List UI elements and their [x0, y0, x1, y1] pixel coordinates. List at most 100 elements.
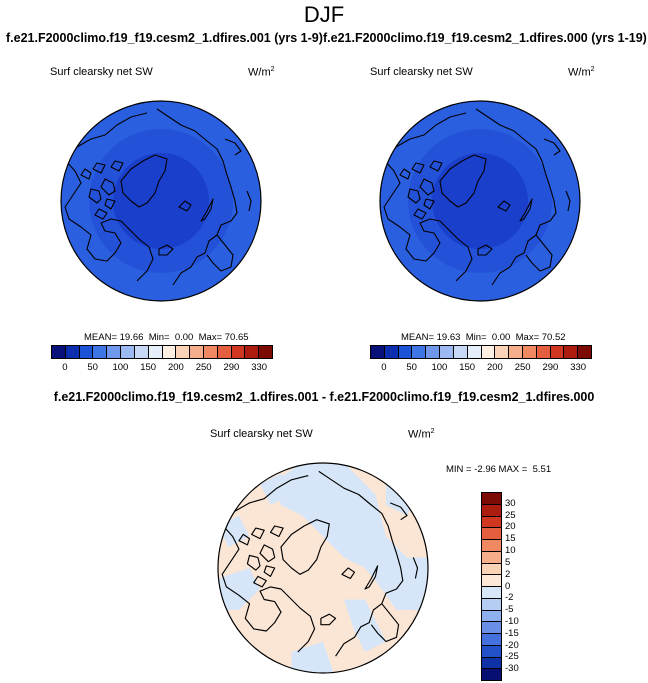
colorbar-swatch	[371, 346, 385, 358]
colorbar-swatch	[134, 346, 149, 358]
colorbar-swatch	[467, 346, 482, 358]
colorbar-swatch	[482, 540, 501, 552]
colorbar-tick-label: 150	[140, 362, 157, 373]
colorbar-tick-label: 200	[167, 362, 184, 373]
colorbar-swatch	[482, 598, 501, 611]
colorbar-tick-label: 25	[505, 509, 516, 521]
colorbar-tick-label: -15	[505, 627, 519, 639]
colorbar-swatch	[482, 645, 501, 658]
units-label-diff: W/m2	[408, 428, 435, 441]
colorbar-swatch	[107, 346, 122, 358]
colorbar-swatch	[217, 346, 232, 358]
colorbar-swatch	[453, 346, 468, 358]
units-label-left: W/m2	[248, 66, 275, 79]
colorbar-swatch	[482, 528, 501, 540]
colorbar-swatch	[52, 346, 66, 358]
units-label-right: W/m2	[568, 66, 595, 79]
colorbar-tick-label: -5	[505, 604, 514, 616]
colorbar-swatch	[482, 669, 501, 680]
polar-map-diff	[217, 462, 429, 674]
stats-right: MEAN= 19.63 Min= 0.00 Max= 70.52	[401, 332, 566, 343]
colorbar-swatch	[121, 346, 135, 358]
colorbar-tick-label: 200	[486, 362, 503, 373]
colorbar-swatch	[440, 346, 454, 358]
colorbar-swatch	[426, 346, 441, 358]
colorbar-ticks-diff: 30 25 20 15 10 5 2 0 -2 -5 -10 -15 -20 -25 -30	[505, 492, 545, 681]
colorbar-swatch	[93, 346, 108, 358]
colorbar-tick-label: 30	[505, 497, 516, 509]
colorbar-swatch	[384, 346, 399, 358]
colorbar-tick-label: -20	[505, 639, 519, 651]
colorbar-swatch	[203, 346, 218, 358]
colorbar-tick-label: 2	[505, 568, 511, 580]
colorbar-left	[51, 345, 273, 359]
colorbar-swatch	[482, 634, 501, 646]
colorbar-swatch	[495, 346, 510, 358]
colorbar-tick-label: 150	[459, 362, 476, 373]
variable-label-diff: Surf clearsky net SW	[210, 428, 313, 440]
colorbar-swatch	[482, 610, 501, 623]
colorbar-tick-label: -10	[505, 615, 519, 627]
colorbar-swatch	[481, 346, 496, 358]
case-title-left: f.e21.F2000climo.f19_f19.cesm2_1.dfires.…	[6, 31, 323, 45]
colorbar-tick-label: 15	[505, 533, 516, 545]
season-title: DJF	[303, 2, 345, 27]
colorbar-swatch	[162, 346, 177, 358]
colorbar-tick-label: 250	[195, 362, 212, 373]
colorbar-swatch	[482, 504, 501, 517]
colorbar-swatch	[79, 346, 94, 358]
variable-label-left: Surf clearsky net SW	[50, 66, 153, 78]
colorbar-tick-label: 50	[87, 362, 98, 373]
colorbar-tick-label: 0	[505, 580, 511, 592]
colorbar-swatch	[482, 575, 501, 587]
colorbar-swatch	[482, 563, 501, 576]
colorbar-tick-label: 330	[251, 362, 268, 373]
colorbar-swatch	[259, 346, 272, 358]
colorbar-swatch	[190, 346, 204, 358]
colorbar-right	[370, 345, 592, 359]
colorbar-swatch	[176, 346, 191, 358]
colorbar-swatch	[148, 346, 163, 358]
colorbar-tick-label: 290	[223, 362, 240, 373]
map-polar-core	[432, 153, 528, 249]
colorbar-swatch	[482, 493, 501, 505]
colorbar-swatch	[65, 346, 80, 358]
polar-map-left	[60, 100, 262, 302]
colorbar-ticks-right: 0 50 100 150 200 250 290 330	[370, 362, 592, 376]
colorbar-swatch	[482, 516, 501, 529]
colorbar-swatch	[482, 551, 501, 564]
colorbar-swatch	[398, 346, 413, 358]
stats-diff: MIN = -2.96 MAX = 5.51	[446, 464, 552, 475]
colorbar-tick-label: 5	[505, 556, 511, 568]
case-title-right: f.e21.F2000climo.f19_f19.cesm2_1.dfires.…	[323, 31, 647, 45]
colorbar-swatch	[578, 346, 591, 358]
colorbar-tick-label: 100	[431, 362, 448, 373]
map-polar-core	[113, 153, 209, 249]
colorbar-swatch	[482, 622, 501, 634]
colorbar-tick-label: 290	[542, 362, 559, 373]
colorbar-tick-label: 0	[381, 362, 387, 373]
colorbar-swatch	[550, 346, 565, 358]
colorbar-swatch	[509, 346, 523, 358]
colorbar-swatch	[245, 346, 260, 358]
colorbar-tick-label: 0	[62, 362, 68, 373]
colorbar-tick-label: 20	[505, 521, 516, 533]
colorbar-diff	[481, 492, 502, 681]
colorbar-swatch	[522, 346, 537, 358]
polar-map-right	[379, 100, 581, 302]
colorbar-tick-label: -25	[505, 651, 519, 663]
colorbar-swatch	[536, 346, 551, 358]
colorbar-swatch	[231, 346, 246, 358]
difference-title: f.e21.F2000climo.f19_f19.cesm2_1.dfires.…	[53, 390, 595, 404]
colorbar-ticks-left: 0 50 100 150 200 250 290 330	[51, 362, 273, 376]
colorbar-tick-label: -30	[505, 663, 519, 675]
colorbar-swatch	[482, 587, 501, 599]
colorbar-tick-label: 250	[514, 362, 531, 373]
colorbar-swatch	[482, 657, 501, 670]
colorbar-tick-label: 100	[112, 362, 129, 373]
colorbar-tick-label: 10	[505, 545, 516, 557]
colorbar-swatch	[564, 346, 579, 358]
stats-left: MEAN= 19.66 Min= 0.00 Max= 70.65	[84, 332, 249, 343]
variable-label-right: Surf clearsky net SW	[370, 66, 473, 78]
colorbar-swatch	[412, 346, 427, 358]
